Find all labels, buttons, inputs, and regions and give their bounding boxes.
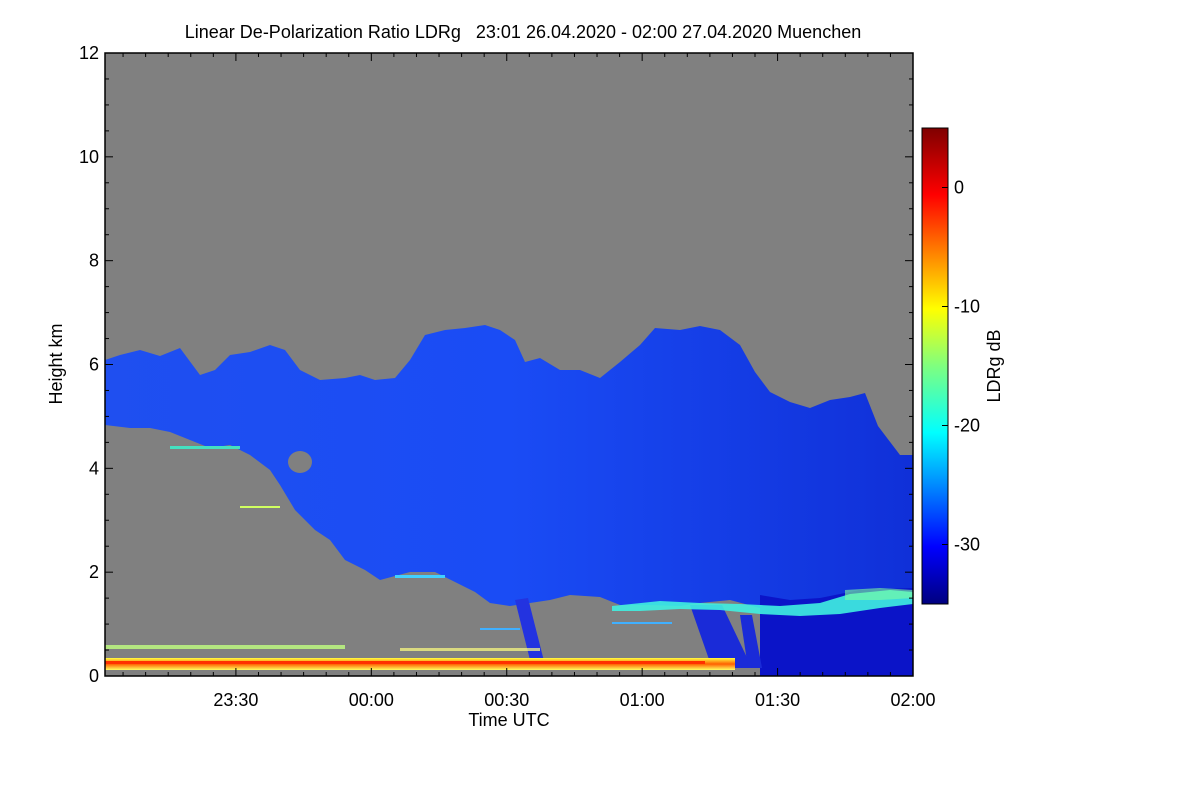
y-tick-label: 6 [89, 355, 99, 375]
colorbar-tick-label: -20 [954, 416, 980, 436]
y-tick-label: 12 [79, 43, 99, 63]
colorbar-tick-label: -10 [954, 297, 980, 317]
fall-streak-3 [740, 615, 762, 668]
colorbar-tick-label: 0 [954, 178, 964, 198]
y-tick-label: 0 [89, 666, 99, 686]
y-tick-label: 4 [89, 458, 99, 478]
y-tick-label: 8 [89, 251, 99, 271]
fall-streak-2 [690, 605, 752, 668]
y-axis: 0 2 4 6 8 10 12 [79, 43, 913, 686]
x-tick-label: 00:30 [484, 690, 529, 710]
melting-layer-highlight [845, 588, 913, 600]
ground-clutter-core [105, 661, 705, 664]
cyan-blip-4 [612, 622, 672, 624]
chart-title: Linear De-Polarization Ratio LDRg 23:01 … [184, 22, 862, 42]
x-tick-label: 01:00 [620, 690, 665, 710]
x-axis-label: Time UTC [468, 710, 549, 730]
colorbar-label: LDRg dB [984, 329, 1004, 402]
x-axis: 23:30 00:00 00:30 01:00 01:30 02:00 [122, 53, 936, 710]
y-tick-label: 10 [79, 147, 99, 167]
colorbar-axis: 0 -10 -20 -30 [942, 178, 980, 555]
yellow-blip-1 [240, 506, 280, 508]
cyan-blip-1 [170, 446, 240, 449]
x-tick-label: 01:30 [755, 690, 800, 710]
cloud-gap [288, 451, 312, 473]
colorbar-tick-label: -30 [954, 535, 980, 555]
low-clutter-speckle [105, 645, 345, 649]
low-clutter-speckle-2 [400, 648, 540, 651]
cyan-blip-3 [480, 628, 520, 630]
melting-layer-band [612, 590, 913, 616]
y-axis-label: Height km [46, 323, 66, 404]
x-tick-label: 23:30 [213, 690, 258, 710]
x-tick-label: 02:00 [890, 690, 935, 710]
y-tick-label: 2 [89, 562, 99, 582]
cyan-blip-2 [395, 575, 445, 578]
colorbar [921, 127, 949, 605]
x-tick-label: 00:00 [349, 690, 394, 710]
ice-cloud-layer [105, 325, 913, 615]
